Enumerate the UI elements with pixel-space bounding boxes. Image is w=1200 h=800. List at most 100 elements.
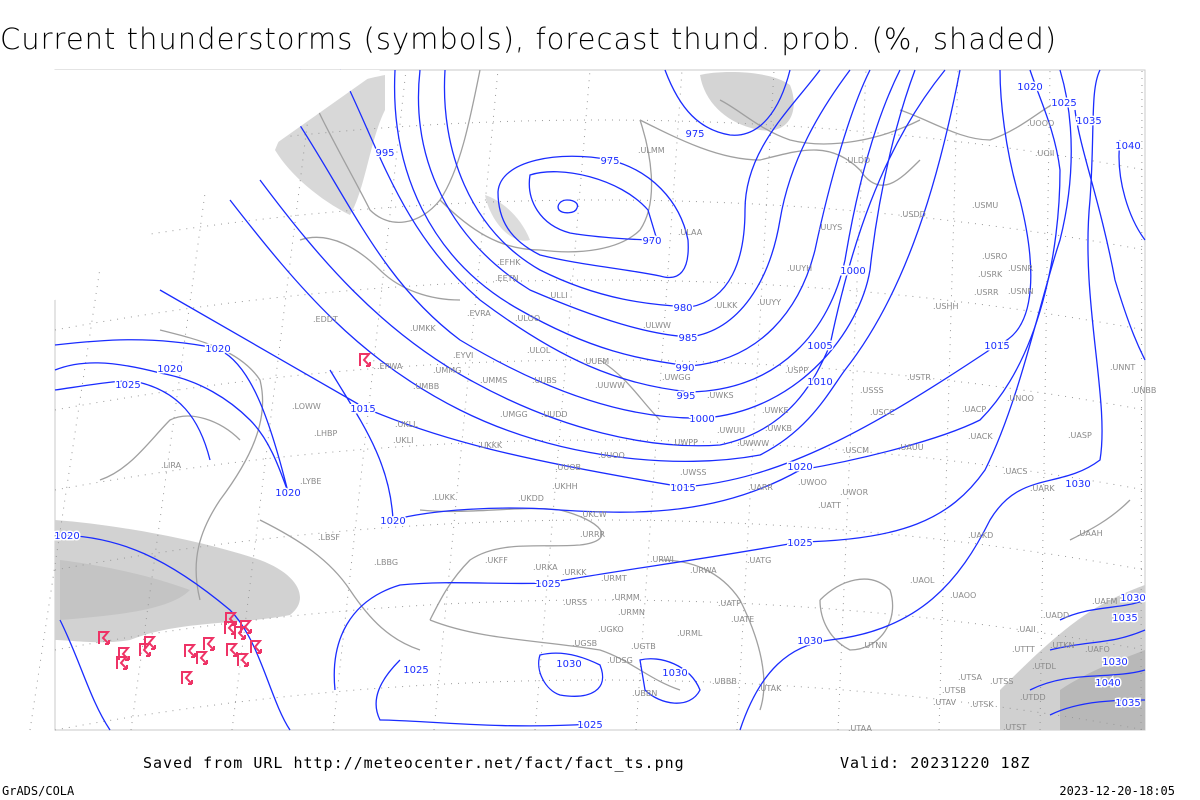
isobar-line	[339, 69, 901, 393]
thunderstorm-symbol-icon	[359, 353, 372, 367]
station-label: .EPWA	[377, 362, 403, 371]
station-label: .UTSA	[958, 673, 983, 682]
station-label: .EETN	[495, 274, 519, 283]
station-label: .USDD	[900, 210, 926, 219]
station-label: .URML	[677, 629, 703, 638]
thunderstorm-symbol-icon	[203, 637, 216, 651]
station-label: .URRR	[580, 530, 606, 539]
meridian-line	[332, 69, 407, 731]
isobar-label: 1000	[840, 266, 865, 277]
thunderstorm-symbol-icon	[240, 620, 253, 634]
station-label: .UOOO	[1027, 119, 1054, 128]
isobar-line	[289, 69, 916, 419]
station-label: .UWKE	[762, 406, 789, 415]
station-label: .UATP	[718, 599, 741, 608]
station-label: .UUOB	[555, 463, 581, 472]
isobar-line	[329, 69, 1061, 521]
isobar-line	[497, 155, 689, 278]
coastlines-borders	[99, 69, 1131, 711]
isobar-label: 1020	[205, 344, 230, 355]
station-label: .UGTB	[631, 642, 656, 651]
station-label: .UAII	[1017, 625, 1036, 634]
station-label: .UTTT	[1012, 645, 1035, 654]
isobar-line	[393, 69, 871, 367]
station-label: .ULOO	[515, 314, 540, 323]
isobar-line	[375, 659, 591, 727]
isobar-label: 1020	[787, 462, 812, 473]
station-label: .UBBB	[712, 677, 737, 686]
station-label: .UACP	[962, 405, 986, 414]
station-label: .UWGG	[662, 373, 691, 382]
station-label: .EFHK	[497, 258, 521, 267]
isobar-label: 1000	[689, 414, 714, 425]
isobar-label: 1005	[807, 341, 832, 352]
thunderstorm-symbol-icon	[139, 643, 152, 657]
station-label: .UUYY	[757, 298, 781, 307]
station-label: .LHBP	[314, 429, 338, 438]
station-label: .UUEM	[583, 357, 609, 366]
isobar-label: 995	[676, 391, 695, 402]
station-label: .UACK	[968, 432, 993, 441]
isobar-label: 1040	[1115, 141, 1140, 152]
isobar-line	[1118, 139, 1146, 241]
isobar-label: 995	[375, 148, 394, 159]
station-label: .UUYS	[818, 223, 842, 232]
isobar-label: 1025	[1051, 98, 1076, 109]
station-label: .UWWW	[737, 439, 769, 448]
station-label: .URMN	[618, 608, 645, 617]
source-url-text: Saved from URL http://meteocenter.net/fa…	[143, 754, 685, 772]
isobar-label: 1030	[1120, 593, 1145, 604]
coastline	[99, 415, 241, 481]
isobar-label: 1015	[670, 483, 695, 494]
station-label: .UATT	[818, 501, 841, 510]
isobar-label: 1020	[157, 364, 182, 375]
isobar-label: 1020	[1017, 82, 1042, 93]
isobar-label: 1030	[556, 659, 581, 670]
station-label: .EDDT	[313, 315, 338, 324]
station-label: .UADD	[1043, 611, 1069, 620]
station-label: .UNNT	[1110, 363, 1135, 372]
station-label: .UARR	[748, 483, 773, 492]
isobar-label: 1040	[1095, 678, 1120, 689]
station-label: .USCC	[870, 408, 895, 417]
station-label: .ULLI	[548, 291, 568, 300]
station-label: .UKLL	[395, 420, 418, 429]
station-label: .URKA	[533, 563, 558, 572]
software-credit: GrADS/COLA	[2, 784, 75, 798]
isobar-line	[664, 69, 791, 136]
station-label: .URKK	[562, 568, 587, 577]
station-label: .USRO	[982, 252, 1007, 261]
isobar-line	[259, 69, 946, 447]
station-label: .ULAA	[678, 228, 703, 237]
station-label: .UWKS	[707, 391, 734, 400]
station-label: .USSS	[860, 386, 884, 395]
thunderstorm-symbol-icon	[184, 644, 197, 658]
station-label: .ULKK	[714, 301, 738, 310]
coastline	[259, 519, 421, 651]
isobar-line	[443, 69, 821, 308]
station-label: .UWOR	[840, 488, 869, 497]
isobar-label: 975	[685, 129, 704, 140]
station-label: .LBSF	[318, 533, 340, 542]
coastline	[429, 619, 681, 691]
station-label: .LYBE	[300, 477, 321, 486]
station-label: .UKDD	[518, 494, 544, 503]
isobar-line	[54, 339, 289, 493]
coastline	[819, 578, 894, 651]
coastline	[659, 559, 765, 711]
thunderstorm-symbol-icon	[237, 653, 250, 667]
station-label: .UMKK	[410, 324, 437, 333]
isobar-label: 1035	[1076, 116, 1101, 127]
station-label: .URWI	[650, 555, 674, 564]
station-label: .UKKK	[478, 441, 503, 450]
isobar-label: 1030	[797, 636, 822, 647]
station-label: .UMMG	[433, 366, 461, 375]
station-label: .LOWW	[292, 402, 321, 411]
isobar-line	[1074, 109, 1146, 361]
station-label: .UTSK	[970, 700, 994, 709]
thunderstorm-symbol-icon	[144, 636, 157, 650]
station-label: .UTNN	[862, 641, 887, 650]
station-label: .UKHH	[552, 482, 578, 491]
station-label: .LIRA	[161, 461, 182, 470]
station-label: .URMM	[612, 593, 640, 602]
